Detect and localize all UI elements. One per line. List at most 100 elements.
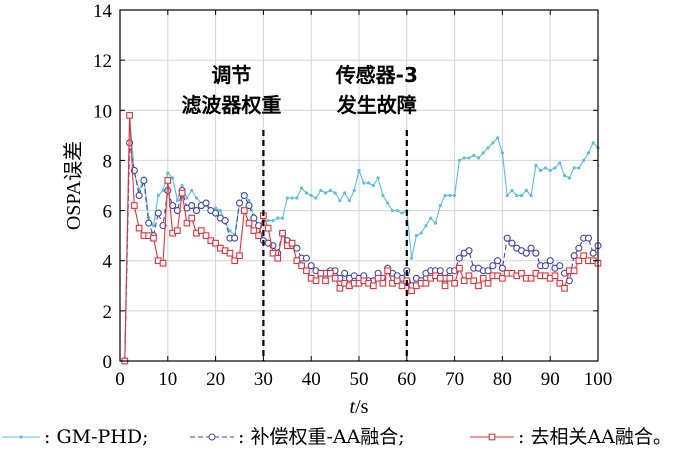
data-point xyxy=(467,156,471,160)
legend-label: : 补偿权重-AA融合; xyxy=(238,426,405,448)
data-point xyxy=(567,176,571,180)
data-point xyxy=(280,216,285,220)
data-point xyxy=(319,188,323,193)
data-point xyxy=(371,183,375,188)
data-point xyxy=(489,262,497,270)
data-point xyxy=(558,161,562,165)
data-point xyxy=(180,183,184,188)
data-point xyxy=(429,216,433,220)
data-point xyxy=(395,208,399,213)
legend-marker xyxy=(488,433,496,441)
data-point xyxy=(317,269,325,277)
data-point xyxy=(183,219,191,227)
data-point xyxy=(572,166,576,170)
data-point xyxy=(343,191,347,195)
data-point xyxy=(393,277,401,285)
data-point xyxy=(500,151,504,155)
data-point xyxy=(188,202,196,210)
data-point xyxy=(472,153,476,158)
data-point xyxy=(369,282,377,290)
data-point xyxy=(556,279,564,287)
data-point xyxy=(556,262,564,270)
data-point xyxy=(561,284,568,292)
data-point xyxy=(591,141,595,145)
x-tick-label: 80 xyxy=(493,369,512,390)
y-tick-label: 4 xyxy=(103,252,113,273)
data-point xyxy=(250,227,258,234)
data-point xyxy=(436,274,444,282)
data-point xyxy=(409,256,414,260)
series-2 xyxy=(121,139,602,365)
data-point xyxy=(202,199,210,207)
data-point xyxy=(433,221,438,225)
data-point xyxy=(498,264,506,272)
data-point xyxy=(290,196,294,200)
data-point xyxy=(419,231,423,235)
data-point xyxy=(527,274,535,282)
data-point xyxy=(333,191,337,195)
data-point xyxy=(451,279,458,287)
data-point xyxy=(240,191,248,200)
data-point xyxy=(240,207,248,214)
data-point xyxy=(247,198,251,203)
data-point xyxy=(376,176,380,180)
data-point xyxy=(331,274,339,282)
data-point xyxy=(178,189,186,197)
legend: : GM-PHD; : 补偿权重-AA融合; : 去相关AA融合。 xyxy=(2,426,672,448)
data-point xyxy=(218,208,222,213)
data-point xyxy=(398,282,406,290)
data-point xyxy=(312,277,320,285)
data-point xyxy=(221,217,229,225)
data-point xyxy=(441,282,449,290)
y-tick-label: 14 xyxy=(93,1,113,22)
x-tick-label: 100 xyxy=(584,369,613,390)
data-point xyxy=(534,163,538,168)
data-point xyxy=(164,177,172,184)
data-point xyxy=(529,193,533,198)
data-point xyxy=(175,198,179,203)
series-3 xyxy=(121,111,602,365)
data-point xyxy=(140,176,148,185)
data-point xyxy=(518,269,525,277)
data-point xyxy=(194,196,199,200)
data-point xyxy=(460,277,468,285)
data-point xyxy=(326,269,334,277)
data-point xyxy=(522,249,530,257)
data-point xyxy=(135,224,143,232)
data-point xyxy=(295,196,299,200)
data-point xyxy=(455,254,463,262)
legend-item-2: : 补偿权重-AA融合; xyxy=(190,426,405,448)
data-point xyxy=(381,193,385,198)
data-point xyxy=(336,284,344,292)
data-point xyxy=(546,257,554,265)
data-point xyxy=(465,247,473,255)
data-point xyxy=(151,224,156,228)
data-point xyxy=(190,188,194,193)
data-point xyxy=(192,207,201,215)
legend-item-3: : 去相关AA融合。 xyxy=(470,426,672,448)
data-point xyxy=(271,219,275,223)
data-point xyxy=(279,229,286,237)
axis-ticks: 0 10 20 30 40 50 60 70 80 90 100 0 2 4 6 8 10 12 14 xyxy=(93,1,612,390)
data-point xyxy=(328,188,332,193)
data-point xyxy=(553,166,557,170)
data-point xyxy=(235,199,244,207)
x-axis-label-variable: t xyxy=(350,396,356,418)
data-point xyxy=(484,267,492,275)
data-point xyxy=(494,257,502,265)
data-point xyxy=(156,193,160,198)
data-point xyxy=(400,211,404,215)
data-point xyxy=(285,196,289,200)
data-point xyxy=(503,234,511,242)
data-point xyxy=(362,181,366,185)
data-point xyxy=(293,257,301,265)
data-point xyxy=(575,257,583,265)
legend-item-1: : GM-PHD; xyxy=(2,426,148,448)
data-point xyxy=(577,166,581,170)
data-point xyxy=(475,282,482,290)
data-point xyxy=(422,279,430,287)
data-point xyxy=(302,254,310,262)
data-point xyxy=(580,252,588,260)
data-point xyxy=(456,264,463,272)
